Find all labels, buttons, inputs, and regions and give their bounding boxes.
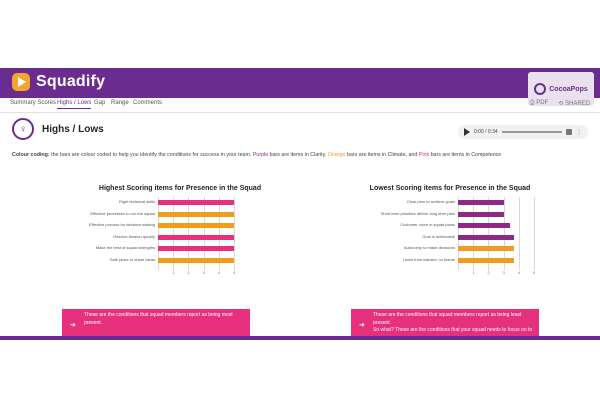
bar — [158, 234, 234, 240]
gridline — [518, 197, 520, 270]
gridline — [158, 197, 159, 270]
audio-time: 0:00 / 0:34 — [474, 129, 498, 135]
bar — [158, 246, 234, 251]
arrow-icon: ➜ — [70, 322, 76, 329]
volume-icon[interactable] — [566, 129, 572, 135]
client-name: CocoaPops — [549, 85, 588, 93]
bar-label: Safe place to share ideas — [109, 256, 155, 262]
bar — [458, 200, 504, 205]
app-header — [0, 68, 600, 98]
colour-coding-note: Colour coding: the bars are colour coded… — [12, 152, 502, 158]
info-box-lows: ➜ These are the conditions that squad me… — [351, 309, 539, 337]
bar — [158, 223, 234, 228]
tick-label: 1 — [172, 270, 175, 275]
info-box-highs: ➜ These are the conditions that squad me… — [62, 309, 250, 337]
chart-title: Lowest Scoring items for Presence in the… — [369, 185, 531, 192]
tab-gap[interactable]: Gap — [94, 100, 106, 106]
client-badge[interactable]: CocoaPops — [528, 72, 594, 106]
tick-label: 4 — [217, 270, 221, 275]
print-icon: ⎙ — [529, 100, 535, 106]
tab-bar: Summary Scores Highs / Lows Gap Range Co… — [0, 98, 600, 113]
gridline — [458, 197, 459, 270]
bar — [158, 200, 234, 205]
gridline — [503, 197, 505, 270]
app-logo[interactable]: Squadify — [12, 73, 105, 91]
bar — [458, 223, 510, 228]
tick-label: 3 — [202, 270, 205, 275]
page-title-row: ♀ Highs / Lows — [12, 118, 104, 140]
bar-label: Customer voice in squad plans — [400, 222, 455, 227]
more-options-icon[interactable]: ⋮ — [576, 129, 582, 136]
gridline — [203, 197, 205, 270]
bar — [158, 211, 234, 217]
tick-label: 2 — [487, 270, 490, 275]
page-title: Highs / Lows — [42, 123, 104, 135]
tab-range[interactable]: Range — [111, 100, 129, 106]
shared-button[interactable]: ⟲ SHARED — [558, 101, 590, 107]
bar-label: Goal is achievable — [422, 233, 455, 239]
bar — [458, 257, 515, 263]
bar-label: Effective processes to run the squad — [90, 210, 155, 216]
bar-label: Effective process for decision making — [89, 222, 155, 227]
tick-label: 4 — [517, 270, 521, 275]
bar — [458, 246, 515, 251]
gridline — [188, 197, 190, 270]
bar — [458, 211, 504, 217]
pdf-button[interactable]: ⎙ PDF — [529, 100, 549, 106]
toolbar-right: ⎙ PDF ⟲ SHARED — [530, 100, 590, 107]
client-logo-icon — [534, 83, 547, 95]
bar-label: Make the best of squad strengths — [95, 245, 155, 250]
gridline — [173, 197, 175, 270]
audio-player[interactable]: 0:00 / 0:34 ⋮ — [458, 125, 588, 139]
bar-label: Clear plan to achieve goals — [406, 199, 455, 204]
tab-comments[interactable]: Comments — [133, 100, 163, 106]
bar-label: Short term priorities deliver long term … — [380, 210, 455, 216]
gridline — [534, 197, 535, 270]
tick-label: 5 — [533, 270, 536, 275]
arrow-icon: ➜ — [359, 322, 365, 329]
bar-label: Autonomy to make decisions — [403, 245, 455, 250]
app-name: Squadify — [36, 73, 106, 90]
tick-label: 1 — [472, 270, 475, 275]
bottom-border — [0, 336, 600, 340]
bar — [158, 257, 234, 263]
play-logo-icon — [12, 73, 30, 91]
tab-summary-scores[interactable]: Summary Scores — [10, 100, 57, 106]
share-icon: ⟲ — [558, 101, 564, 107]
bar-label: Resolve tension quickly — [113, 233, 155, 239]
gridline — [234, 197, 235, 270]
bar — [458, 234, 515, 240]
tick-label: 3 — [502, 270, 505, 275]
play-icon[interactable] — [464, 128, 470, 136]
tick-label: 2 — [187, 270, 190, 275]
tick-label: 5 — [233, 270, 236, 275]
gridline — [473, 197, 475, 270]
person-icon: ♀ — [12, 118, 34, 140]
tab-highs-lows[interactable]: Highs / Lows — [57, 100, 92, 109]
audio-progress[interactable] — [501, 131, 562, 133]
gridline — [218, 197, 220, 270]
bar-label: Right technical skills — [118, 199, 155, 204]
chart-title: Highest Scoring items for Presence in th… — [98, 185, 262, 192]
bar-label: Learn from failures: no blame — [402, 256, 455, 262]
gridline — [488, 197, 490, 270]
